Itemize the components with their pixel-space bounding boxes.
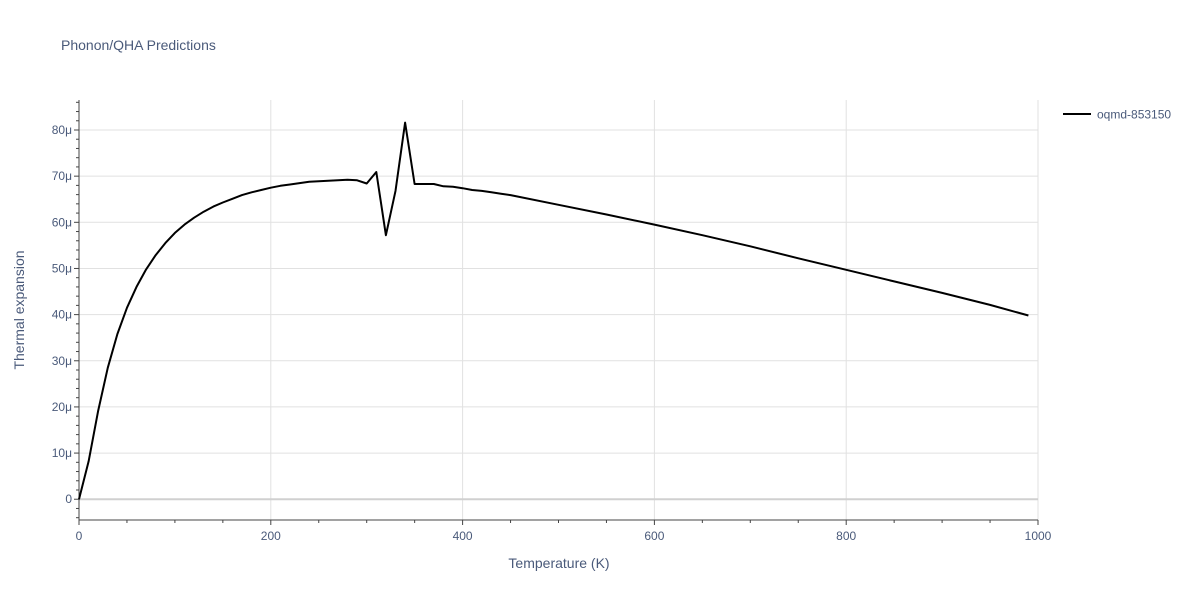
x-tick-label: 400 <box>453 529 473 543</box>
y-axis-ticks: 0 10μ 20μ 30μ 40μ 50μ 60μ 70μ 80μ <box>52 101 79 519</box>
y-tick-label: 70μ <box>52 169 72 183</box>
y-tick-label: 0 <box>65 492 72 506</box>
series-lines <box>78 121 1029 500</box>
x-tick-label: 0 <box>76 529 83 543</box>
y-tick-label: 40μ <box>52 308 72 322</box>
x-tick-label: 800 <box>836 529 856 543</box>
y-axis-label: Thermal expansion <box>11 250 27 369</box>
y-tick-label: 10μ <box>52 446 72 460</box>
x-gridlines <box>270 100 1039 520</box>
y-gridlines <box>79 129 1038 454</box>
legend-label-oqmd-853150: oqmd-853150 <box>1097 108 1171 122</box>
x-tick-label: 200 <box>261 529 281 543</box>
x-axis-label: Temperature (K) <box>508 555 609 571</box>
axes <box>78 100 1038 521</box>
y-tick-label: 50μ <box>52 261 72 275</box>
x-tick-label: 1000 <box>1025 529 1052 543</box>
y-tick-label: 20μ <box>52 400 72 414</box>
series-line-oqmd-853150 <box>78 121 1029 500</box>
chart-title: Phonon/QHA Predictions <box>61 37 216 53</box>
x-tick-label: 600 <box>644 529 664 543</box>
legend: oqmd-853150 <box>1063 108 1171 122</box>
y-tick-label: 80μ <box>52 123 72 137</box>
x-axis-ticks: 0 200 400 600 800 1000 <box>76 520 1052 543</box>
y-tick-label: 60μ <box>52 215 72 229</box>
y-tick-label: 30μ <box>52 354 72 368</box>
